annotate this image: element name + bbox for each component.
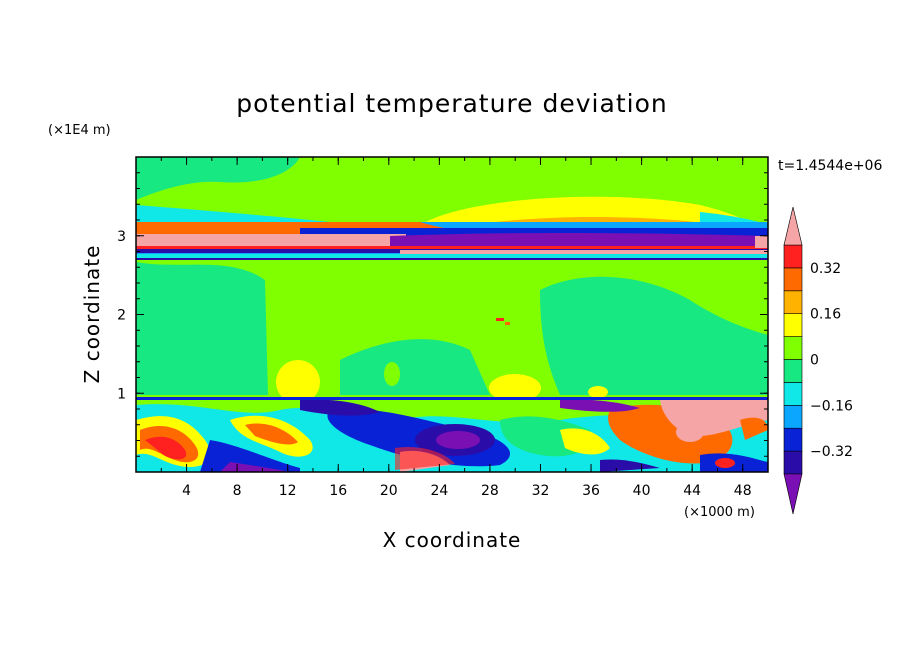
colorbar-label: 0 bbox=[810, 353, 819, 369]
colorbar-swatch bbox=[783, 450, 803, 475]
x-tick-label: 20 bbox=[380, 483, 398, 499]
colorbar-swatch bbox=[783, 267, 803, 292]
field-lower-red bbox=[395, 446, 455, 470]
field-mid-green bbox=[384, 362, 400, 386]
field-mid-green bbox=[340, 339, 490, 395]
x-tick-label: 24 bbox=[430, 483, 448, 499]
y-tick-label: 1 bbox=[117, 386, 126, 402]
colorbar-swatch bbox=[783, 427, 803, 452]
field-lower-orange bbox=[740, 417, 768, 440]
x-tick-label: 12 bbox=[279, 483, 297, 499]
colorbar-label: 0.32 bbox=[810, 261, 841, 277]
colorbar-swatch bbox=[783, 359, 803, 383]
colorbar-swatch bbox=[783, 244, 803, 269]
chart-title: potential temperature deviation bbox=[236, 89, 667, 118]
colorbar-max-arrow bbox=[783, 206, 803, 246]
x-tick-label: 44 bbox=[683, 483, 701, 499]
field-upper-purple bbox=[390, 233, 768, 246]
field-lower-red bbox=[145, 436, 187, 460]
x-scale-label: (×1000 m) bbox=[684, 505, 755, 520]
field-lower-boundary bbox=[136, 397, 768, 400]
field-lower-pink bbox=[676, 422, 704, 442]
x-tick-label: 4 bbox=[182, 483, 191, 499]
x-tick-label: 8 bbox=[233, 483, 242, 499]
x-tick-label: 32 bbox=[532, 483, 550, 499]
y-scale-label: (×1E4 m) bbox=[48, 123, 111, 138]
field-lower-red bbox=[715, 458, 735, 468]
x-axis-label: X coordinate bbox=[383, 528, 522, 552]
plot-frame bbox=[135, 156, 769, 473]
x-tick-label: 48 bbox=[734, 483, 752, 499]
colorbar-min-arrow bbox=[783, 473, 803, 515]
x-tick-label: 16 bbox=[329, 483, 347, 499]
field-mid-yellow bbox=[588, 386, 608, 398]
field-lower-orange bbox=[245, 423, 298, 445]
field-lower-yellow bbox=[560, 428, 610, 455]
field-mid-green bbox=[200, 327, 245, 395]
field-upper-darkline bbox=[136, 258, 768, 260]
field-top-green bbox=[560, 157, 768, 205]
colorbar-swatch bbox=[783, 313, 803, 337]
field-lower-blue bbox=[200, 440, 300, 472]
y-tick-label: 3 bbox=[117, 229, 126, 245]
field-upper-pink bbox=[136, 234, 406, 248]
y-tick-label: 2 bbox=[117, 308, 126, 324]
field-lower-purple bbox=[436, 431, 480, 449]
y-axis-label: Z coordinate bbox=[80, 245, 104, 384]
x-tick-label: 36 bbox=[582, 483, 600, 499]
field-speck bbox=[505, 322, 510, 325]
field-upper-red bbox=[136, 246, 768, 249]
colorbar-swatch bbox=[783, 382, 803, 406]
x-tick-label: 28 bbox=[481, 483, 499, 499]
field-lower-purple bbox=[560, 399, 640, 412]
contour-field bbox=[136, 157, 768, 472]
field-mid-yellow bbox=[489, 374, 541, 402]
colorbar-swatch bbox=[783, 336, 803, 360]
field-upper-pink-edge bbox=[755, 236, 768, 248]
colorbar-label: 0.16 bbox=[810, 307, 841, 323]
field-mid-green bbox=[540, 276, 768, 395]
field-top-green bbox=[136, 157, 300, 200]
colorbar-swatch bbox=[783, 290, 803, 314]
colorbar: 0.32 0.16 0 −0.16 −0.32 bbox=[783, 206, 853, 515]
field-upper-pink2 bbox=[400, 250, 768, 254]
field-speck bbox=[496, 318, 504, 321]
x-tick-label: 40 bbox=[633, 483, 651, 499]
field-mid-yellow bbox=[276, 360, 320, 404]
time-label: t=1.4544e+06 bbox=[778, 158, 882, 174]
field-lower-navy bbox=[600, 459, 660, 472]
field-lower-navy bbox=[300, 399, 380, 416]
colorbar-swatch bbox=[783, 404, 803, 429]
field-upper-cyan bbox=[136, 254, 768, 258]
colorbar-label: −0.32 bbox=[810, 444, 853, 460]
colorbar-label: −0.16 bbox=[810, 398, 853, 414]
